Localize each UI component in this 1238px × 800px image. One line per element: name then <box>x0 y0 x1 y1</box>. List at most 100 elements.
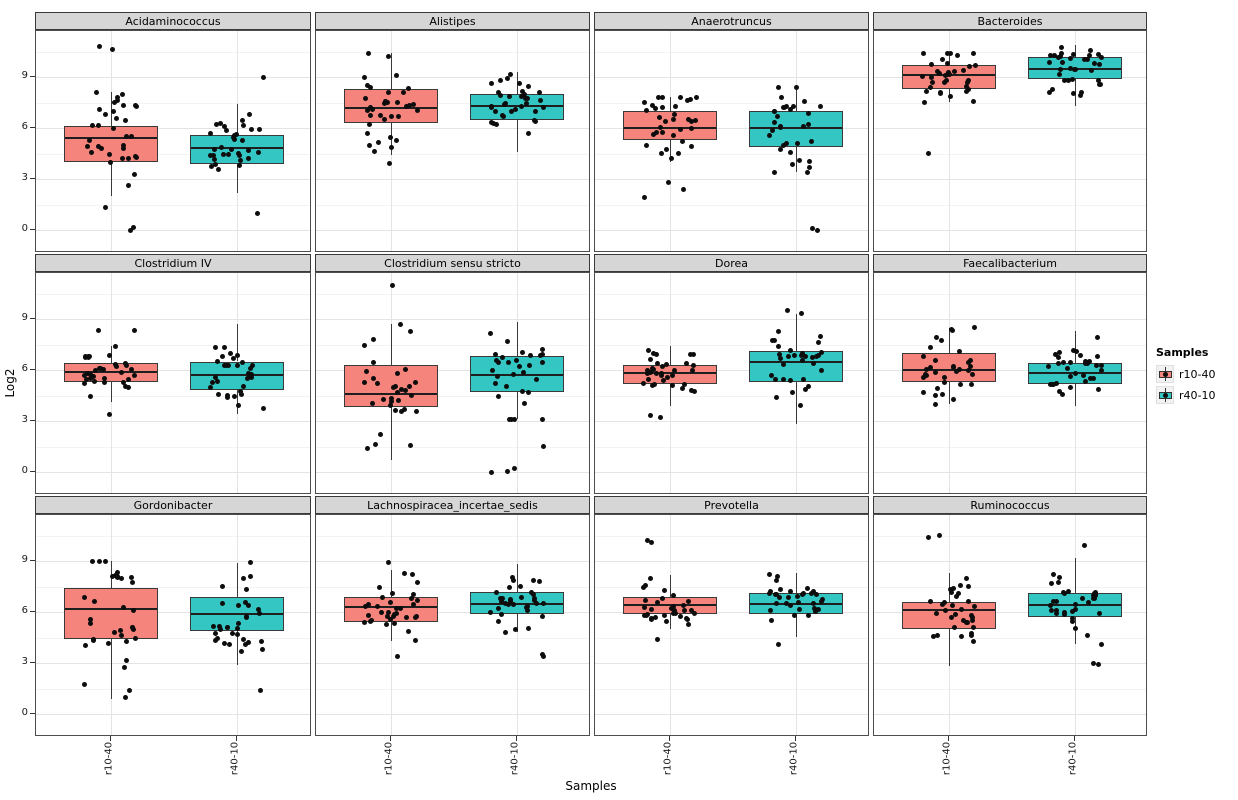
data-point <box>224 392 230 398</box>
major-gridline <box>316 421 589 422</box>
data-point <box>518 103 524 109</box>
data-point <box>385 560 391 566</box>
data-point <box>642 582 648 588</box>
data-point <box>496 89 502 95</box>
data-point <box>805 111 811 117</box>
data-point <box>88 393 94 399</box>
data-point <box>925 534 931 540</box>
data-point <box>247 560 253 566</box>
data-point <box>970 50 976 56</box>
data-point <box>96 123 102 129</box>
data-point <box>671 112 677 118</box>
data-point <box>367 85 373 91</box>
data-point <box>687 352 693 358</box>
data-point <box>657 124 663 130</box>
minor-gridline <box>874 586 1146 588</box>
data-point <box>818 349 824 355</box>
data-point <box>816 352 822 358</box>
data-point <box>1083 359 1089 365</box>
data-point <box>524 604 530 610</box>
minor-gridline <box>316 204 589 206</box>
major-gridline <box>874 421 1146 422</box>
lower-whisker <box>949 629 950 667</box>
minor-gridline <box>595 51 868 53</box>
data-point <box>531 595 537 601</box>
data-point <box>225 624 231 630</box>
data-point <box>96 107 102 113</box>
data-point <box>781 361 787 367</box>
data-point <box>388 403 394 409</box>
data-point <box>207 384 213 390</box>
data-point <box>792 612 798 618</box>
data-point <box>792 353 798 359</box>
data-point <box>689 608 695 614</box>
data-point <box>970 615 976 621</box>
y-tick-label: 6 <box>21 121 28 132</box>
minor-gridline <box>316 293 589 295</box>
data-point <box>90 558 96 564</box>
major-gridline <box>36 472 310 473</box>
facet-strip: Prevotella <box>594 496 869 514</box>
data-point <box>496 605 502 611</box>
data-point <box>504 383 510 389</box>
data-point <box>769 372 775 378</box>
data-point <box>672 368 678 373</box>
data-point <box>949 603 955 609</box>
major-gridline <box>595 179 868 180</box>
data-point <box>785 354 791 360</box>
data-point <box>235 362 241 368</box>
data-point <box>93 368 99 374</box>
major-gridline <box>874 230 1146 231</box>
data-point <box>122 695 128 701</box>
data-point <box>487 609 493 615</box>
data-point <box>413 638 419 644</box>
data-point <box>970 638 976 644</box>
data-point <box>772 377 778 383</box>
data-point <box>500 114 506 120</box>
data-point <box>89 150 95 156</box>
data-point <box>398 408 404 414</box>
data-point <box>365 50 371 56</box>
minor-gridline <box>36 153 310 155</box>
data-point <box>361 75 367 81</box>
data-point <box>497 93 503 99</box>
data-point <box>247 366 253 372</box>
data-point <box>1051 381 1057 387</box>
facet-title: Lachnospiracea_incertae_sedis <box>367 498 538 512</box>
data-point <box>537 579 543 585</box>
data-point <box>1062 77 1067 83</box>
data-point <box>489 81 495 87</box>
data-point <box>518 93 524 99</box>
minor-gridline <box>874 102 1146 104</box>
data-point <box>107 352 113 358</box>
data-point <box>1098 363 1104 369</box>
data-point <box>1071 51 1077 57</box>
minor-gridline <box>316 637 589 639</box>
data-point <box>512 466 518 472</box>
data-point <box>659 151 665 157</box>
data-point <box>806 613 812 619</box>
major-gridline <box>316 370 589 371</box>
vertical-gridline <box>949 31 950 251</box>
minor-gridline <box>874 51 1146 53</box>
data-point <box>925 151 931 156</box>
data-point <box>668 155 674 161</box>
data-point <box>410 571 415 577</box>
x-tick-mark <box>236 736 237 741</box>
data-point <box>115 98 121 104</box>
data-point <box>382 99 388 105</box>
data-point <box>207 130 213 136</box>
data-point <box>802 353 808 359</box>
facet-strip: Clostridium IV <box>35 254 311 272</box>
data-point <box>972 62 978 68</box>
data-point <box>385 610 391 616</box>
data-point <box>91 599 97 605</box>
data-point <box>789 390 795 396</box>
data-point <box>810 600 816 606</box>
data-point <box>641 585 647 591</box>
data-point <box>966 64 972 70</box>
data-point <box>779 94 785 100</box>
data-point <box>123 361 129 367</box>
major-gridline <box>595 421 868 422</box>
data-point <box>644 370 650 376</box>
